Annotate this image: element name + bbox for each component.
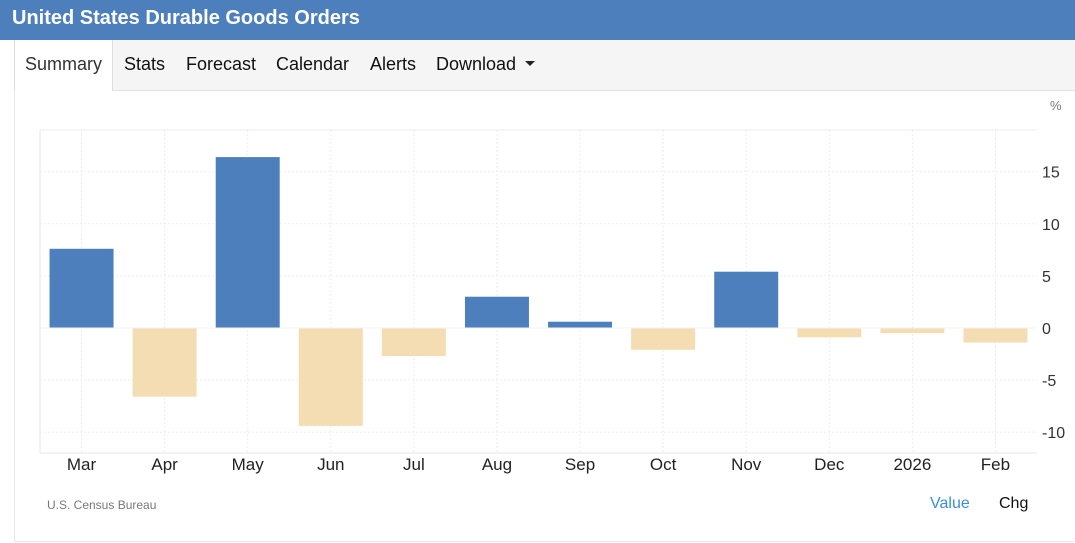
tab-alerts[interactable]: Alerts: [370, 40, 416, 90]
y-tick-label: 10: [1042, 217, 1060, 234]
y-tick-label: 5: [1042, 269, 1051, 286]
y-tick-label: 15: [1042, 165, 1060, 182]
y-tick-label: 0: [1042, 321, 1051, 338]
bar: [631, 327, 696, 350]
tab-summary-label: Summary: [24, 54, 102, 74]
caret-down-icon: [525, 60, 536, 66]
bar-chart: 15 10 5 0 -5 -10% Mar Apr May Jun Jul Aug Sep Oct Nov D…: [39, 98, 1065, 474]
tab-calendar[interactable]: Calendar: [276, 40, 349, 90]
x-tick-label: Aug: [482, 455, 512, 474]
x-tick-label: Apr: [151, 455, 178, 474]
bar: [464, 296, 529, 328]
x-tick-label: 2026: [893, 455, 931, 474]
y-tick-label: -10: [1042, 425, 1065, 442]
x-tick-label: Jul: [403, 455, 425, 474]
x-tick-label: Sep: [565, 455, 595, 474]
tab-calendar-label: Calendar: [276, 54, 350, 74]
bar: [298, 327, 363, 426]
bar: [381, 327, 446, 357]
tab-stats-label: Stats: [124, 54, 166, 74]
page-title: United States Durable Goods Orders: [12, 7, 360, 29]
bar: [548, 321, 613, 328]
tab-download[interactable]: Download: [436, 40, 536, 90]
bar: [714, 271, 779, 328]
chg-option[interactable]: Chg: [999, 495, 1029, 512]
bar: [797, 327, 862, 338]
y-unit-label: %: [1050, 98, 1062, 113]
bar: [215, 157, 280, 328]
x-tick-label: Feb: [981, 455, 1010, 474]
tab-forecast-label: Forecast: [186, 54, 257, 74]
x-tick-label: May: [232, 455, 265, 474]
tab-forecast[interactable]: Forecast: [186, 40, 256, 90]
x-tick-label: Nov: [731, 455, 762, 474]
x-tick-label: Oct: [650, 455, 677, 474]
x-tick-label: Mar: [67, 455, 97, 474]
tab-summary[interactable]: Summary: [14, 40, 113, 91]
tab-stats[interactable]: Stats: [124, 40, 165, 90]
x-tick-label: Jun: [317, 455, 344, 474]
y-tick-label: -5: [1042, 373, 1056, 390]
bar: [880, 327, 945, 334]
value-option[interactable]: Value: [930, 495, 970, 512]
bar: [963, 327, 1028, 343]
chart-panel: [14, 90, 1074, 542]
bar: [49, 248, 114, 328]
title-bar: United States Durable Goods Orders: [0, 0, 1075, 40]
source-label: U.S. Census Bureau: [47, 498, 157, 512]
tab-bar: Summary Stats Forecast Calendar Alerts D…: [14, 40, 1075, 91]
tab-alerts-label: Alerts: [370, 54, 417, 74]
bar: [132, 327, 197, 397]
x-tick-label: Dec: [814, 455, 845, 474]
tab-download-label: Download: [436, 54, 517, 74]
